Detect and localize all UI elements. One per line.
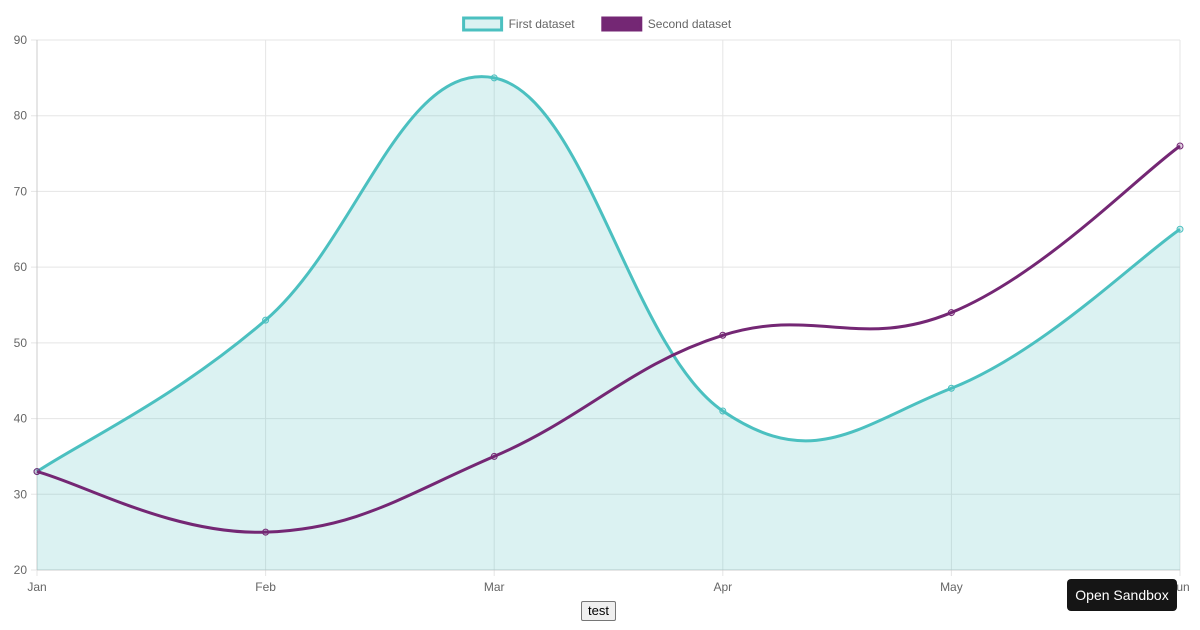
y-tick-label: 40: [14, 412, 28, 426]
x-axis-tick-labels: Jan Feb Mar Apr May Jun: [27, 580, 1189, 594]
series-1-area: [37, 76, 1180, 570]
test-button[interactable]: test: [581, 601, 616, 621]
legend-label-2: Second dataset: [648, 17, 732, 31]
series-2-point: [1176, 142, 1184, 150]
series-1-point: [947, 384, 955, 392]
y-tick-label: 90: [14, 33, 28, 47]
grid-lines: [31, 39, 1181, 576]
y-tick-label: 30: [14, 487, 28, 501]
series-1-point: [719, 407, 727, 415]
legend: First dataset Second dataset: [462, 16, 732, 32]
x-tick-label: Apr: [713, 580, 732, 594]
open-sandbox-button[interactable]: Open Sandbox: [1067, 579, 1177, 611]
y-axis-tick-labels: 20 30 40 50 60 70 80 90: [14, 33, 28, 577]
legend-swatch-2: [601, 16, 643, 32]
series-2-point: [947, 309, 955, 317]
series-layer: [33, 74, 1184, 570]
series-2-point: [490, 452, 498, 460]
legend-swatch-1: [462, 16, 504, 32]
series-2-point: [33, 468, 41, 476]
series-2-point: [262, 528, 270, 536]
x-tick-label: May: [940, 580, 963, 594]
y-tick-label: 60: [14, 260, 28, 274]
series-1-line: [36, 75, 1181, 473]
series-2-point: [719, 331, 727, 339]
x-tick-label: Jan: [27, 580, 46, 594]
y-tick-label: 20: [14, 563, 28, 577]
y-tick-label: 50: [14, 336, 28, 350]
x-tick-label: Feb: [255, 580, 276, 594]
series-1-point: [262, 316, 270, 324]
legend-label-1: First dataset: [509, 17, 576, 31]
series-1-point: [490, 74, 498, 82]
series-1-point: [1176, 225, 1184, 233]
series-2-line: [36, 144, 1181, 534]
y-tick-label: 80: [14, 109, 28, 123]
y-tick-label: 70: [14, 184, 28, 198]
x-tick-label: Mar: [484, 580, 505, 594]
